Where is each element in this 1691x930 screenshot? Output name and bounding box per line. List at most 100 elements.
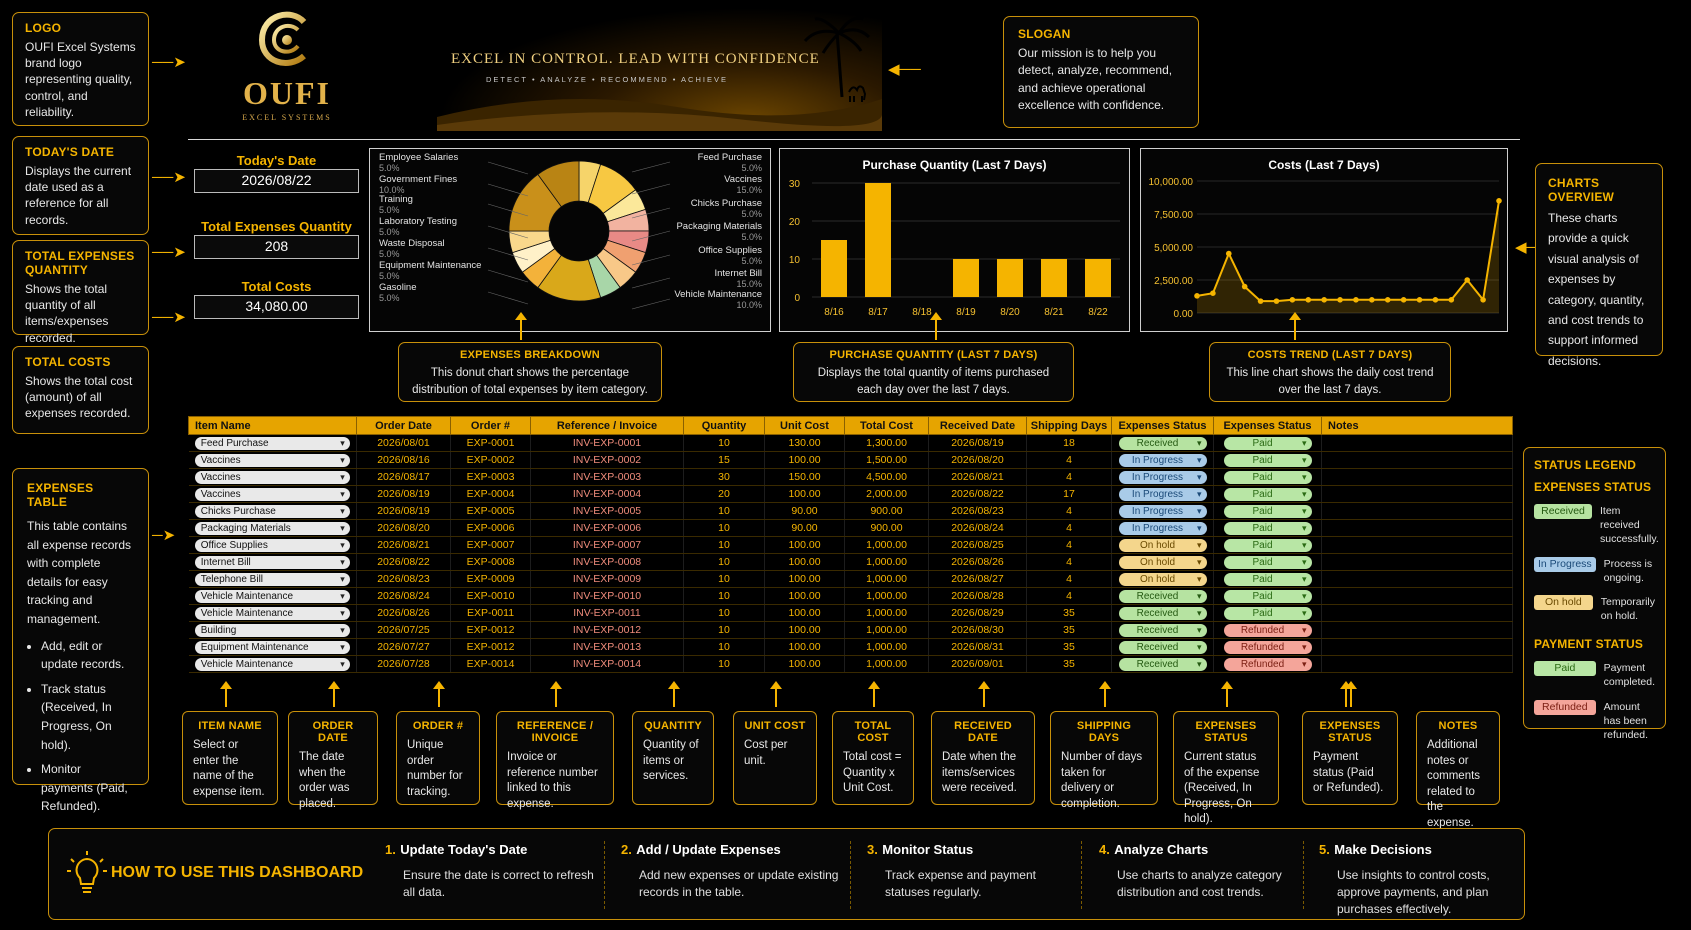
table-cell[interactable]: 100.00: [764, 536, 845, 554]
table-cell[interactable]: 100.00: [764, 485, 845, 503]
table-cell[interactable]: 35: [1026, 638, 1112, 656]
table-cell[interactable]: 30: [683, 468, 765, 486]
expense-status-dropdown[interactable]: In Progress: [1118, 453, 1207, 467]
table-cell[interactable]: 90.00: [764, 519, 845, 537]
table-cell[interactable]: In Progress: [1111, 519, 1214, 537]
table-cell[interactable]: Vaccines: [188, 451, 357, 469]
expense-status-dropdown[interactable]: On hold: [1118, 538, 1207, 552]
table-cell[interactable]: 10: [683, 655, 765, 673]
expense-status-dropdown[interactable]: On hold: [1118, 572, 1207, 586]
table-cell[interactable]: Chicks Purchase: [188, 502, 357, 520]
table-cell[interactable]: 2026/08/21: [928, 468, 1027, 486]
table-cell[interactable]: 2026/08/26: [928, 553, 1027, 571]
column-header[interactable]: Received Date: [928, 416, 1027, 435]
payment-status-dropdown[interactable]: Refunded: [1223, 623, 1312, 637]
table-cell[interactable]: Internet Bill: [188, 553, 357, 571]
table-cell[interactable]: 1,000.00: [844, 638, 929, 656]
table-cell[interactable]: EXP-0005: [450, 502, 531, 520]
table-cell[interactable]: 2026/08/01: [356, 434, 451, 452]
table-cell[interactable]: EXP-0008: [450, 553, 531, 571]
table-cell[interactable]: 2026/08/19: [356, 485, 451, 503]
table-cell[interactable]: Paid: [1213, 570, 1322, 588]
payment-status-dropdown[interactable]: Paid: [1223, 436, 1312, 450]
table-cell[interactable]: Building: [188, 621, 357, 639]
table-cell[interactable]: 1,000.00: [844, 587, 929, 605]
payment-status-dropdown[interactable]: Paid: [1223, 521, 1312, 535]
table-cell[interactable]: Refunded: [1213, 655, 1322, 673]
table-cell[interactable]: 1,000.00: [844, 621, 929, 639]
table-cell[interactable]: In Progress: [1111, 451, 1214, 469]
expense-status-dropdown[interactable]: On hold: [1118, 555, 1207, 569]
table-cell[interactable]: 4: [1026, 553, 1112, 571]
expense-status-dropdown[interactable]: In Progress: [1118, 504, 1207, 518]
notes-cell[interactable]: [1321, 519, 1513, 537]
table-cell[interactable]: 2026/08/28: [928, 587, 1027, 605]
table-cell[interactable]: 100.00: [764, 604, 845, 622]
table-cell[interactable]: 2026/08/20: [928, 451, 1027, 469]
expense-status-dropdown[interactable]: Received: [1118, 436, 1207, 450]
table-cell[interactable]: 2026/08/25: [928, 536, 1027, 554]
table-cell[interactable]: On hold: [1111, 570, 1214, 588]
expense-status-dropdown[interactable]: Received: [1118, 640, 1207, 654]
item-name-dropdown[interactable]: Vehicle Maintenance: [194, 657, 350, 671]
table-cell[interactable]: Feed Purchase: [188, 434, 357, 452]
table-cell[interactable]: 4: [1026, 587, 1112, 605]
item-name-dropdown[interactable]: Chicks Purchase: [194, 504, 350, 518]
table-cell[interactable]: INV-EXP-0003: [530, 468, 684, 486]
table-cell[interactable]: 10: [683, 638, 765, 656]
table-cell[interactable]: Vaccines: [188, 468, 357, 486]
payment-status-dropdown[interactable]: Paid: [1223, 504, 1312, 518]
table-cell[interactable]: Vehicle Maintenance: [188, 604, 357, 622]
table-cell[interactable]: Vaccines: [188, 485, 357, 503]
item-name-dropdown[interactable]: Office Supplies: [194, 538, 350, 552]
expense-status-dropdown[interactable]: Received: [1118, 657, 1207, 671]
table-cell[interactable]: EXP-0006: [450, 519, 531, 537]
expense-status-dropdown[interactable]: In Progress: [1118, 470, 1207, 484]
table-cell[interactable]: 10: [683, 502, 765, 520]
table-cell[interactable]: Paid: [1213, 434, 1322, 452]
table-cell[interactable]: 4: [1026, 570, 1112, 588]
table-cell[interactable]: Vehicle Maintenance: [188, 587, 357, 605]
table-cell[interactable]: In Progress: [1111, 468, 1214, 486]
table-cell[interactable]: 2026/08/19: [928, 434, 1027, 452]
table-cell[interactable]: 900.00: [844, 502, 929, 520]
column-header[interactable]: Notes: [1321, 416, 1513, 435]
table-cell[interactable]: EXP-0012: [450, 621, 531, 639]
table-cell[interactable]: 100.00: [764, 451, 845, 469]
table-cell[interactable]: EXP-0012: [450, 638, 531, 656]
table-cell[interactable]: 2026/08/19: [356, 502, 451, 520]
payment-status-dropdown[interactable]: Refunded: [1223, 640, 1312, 654]
table-cell[interactable]: Received: [1111, 621, 1214, 639]
item-name-dropdown[interactable]: Vaccines: [194, 453, 350, 467]
table-cell[interactable]: 2026/08/16: [356, 451, 451, 469]
table-cell[interactable]: INV-EXP-0011: [530, 604, 684, 622]
table-cell[interactable]: 15: [683, 451, 765, 469]
table-cell[interactable]: EXP-0009: [450, 570, 531, 588]
payment-status-dropdown[interactable]: Paid: [1223, 589, 1312, 603]
table-cell[interactable]: EXP-0011: [450, 604, 531, 622]
payment-status-dropdown[interactable]: Paid: [1223, 453, 1312, 467]
table-cell[interactable]: Office Supplies: [188, 536, 357, 554]
notes-cell[interactable]: [1321, 451, 1513, 469]
table-cell[interactable]: 35: [1026, 655, 1112, 673]
notes-cell[interactable]: [1321, 621, 1513, 639]
table-cell[interactable]: 10: [683, 536, 765, 554]
payment-status-dropdown[interactable]: Refunded: [1223, 657, 1312, 671]
table-cell[interactable]: EXP-0003: [450, 468, 531, 486]
column-header[interactable]: Total Cost: [844, 416, 929, 435]
notes-cell[interactable]: [1321, 468, 1513, 486]
table-cell[interactable]: 4,500.00: [844, 468, 929, 486]
table-cell[interactable]: 4: [1026, 468, 1112, 486]
table-cell[interactable]: Paid: [1213, 604, 1322, 622]
table-cell[interactable]: 1,000.00: [844, 655, 929, 673]
notes-cell[interactable]: [1321, 570, 1513, 588]
notes-cell[interactable]: [1321, 485, 1513, 503]
table-cell[interactable]: EXP-0001: [450, 434, 531, 452]
notes-cell[interactable]: [1321, 502, 1513, 520]
notes-cell[interactable]: [1321, 434, 1513, 452]
item-name-dropdown[interactable]: Building: [194, 623, 350, 637]
table-cell[interactable]: 18: [1026, 434, 1112, 452]
table-cell[interactable]: INV-EXP-0002: [530, 451, 684, 469]
table-cell[interactable]: 2,000.00: [844, 485, 929, 503]
column-header[interactable]: Shipping Days: [1026, 416, 1112, 435]
